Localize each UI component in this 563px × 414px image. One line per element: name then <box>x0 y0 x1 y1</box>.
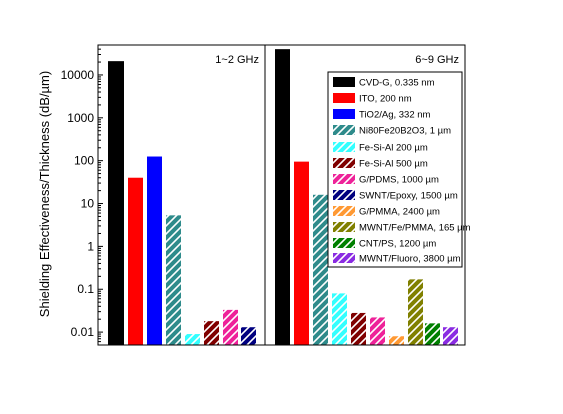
y-axis-ticks: 0.01 0.1 1 10 100 1000 10000 <box>61 44 103 346</box>
bar-low-tio2-ag-332-nm <box>147 156 162 345</box>
panel-labels: 1~2 GHz 6~9 GHz <box>215 54 459 66</box>
plot-frame <box>97 44 466 346</box>
legend-label: G/PDMS, 1000 µm <box>359 175 439 186</box>
panel-label-2: 6~9 GHz <box>415 54 459 66</box>
legend-label: G/PMMA, 2400 µm <box>359 207 440 218</box>
y-tick-label: 1000 <box>67 111 94 125</box>
legend-swatch <box>333 190 355 200</box>
legend-label: Fe-Si-Al 200 µm <box>359 143 428 154</box>
panel-label-1: 1~2 GHz <box>215 54 259 66</box>
legend-label: CVD-G, 0.335 nm <box>359 78 435 89</box>
legend-box <box>327 71 463 268</box>
legend-swatch <box>333 222 355 232</box>
bar-low-ito-200-nm <box>128 177 143 345</box>
legend-swatch <box>333 125 355 135</box>
bar-high-mwnt-fluoro-3800-m <box>443 327 458 345</box>
bar-high-fe-si-al-200-m <box>332 293 347 345</box>
bar-high-cnt-ps-1200-m <box>425 323 440 345</box>
bar-high-mwnt-fe-pmma-165-m <box>408 279 423 345</box>
legend-swatch <box>333 142 355 152</box>
legend-swatch <box>333 206 355 216</box>
y-axis-title: Shielding Effectiveness/Thickness (dB/µm… <box>37 71 52 317</box>
bar-high-ni80fe20b2o3-1-m <box>313 194 328 345</box>
legend-label: Fe-Si-Al 500 µm <box>359 159 428 170</box>
legend-swatch <box>333 77 355 87</box>
bar-high-g-pmma-2400-m <box>389 336 404 345</box>
bar-low-fe-si-al-500-m <box>204 321 219 345</box>
legend-label: MWNT/Fe/PMMA, 165 µm <box>359 223 471 234</box>
bar-high-cvd-g-0-335-nm <box>275 49 290 345</box>
bar-low-swnt-epoxy-1500-m <box>241 327 256 345</box>
legend-swatch <box>333 109 355 119</box>
legend-label: Ni80Fe20B2O3, 1 µm <box>359 126 451 137</box>
y-tick-label: 0.01 <box>71 325 95 339</box>
bars-layer <box>108 49 458 346</box>
legend-label: CNT/PS, 1200 µm <box>359 239 436 250</box>
bar-low-g-pdms-1000-m <box>223 309 238 345</box>
legend-swatch <box>333 158 355 168</box>
legend-label: MWNT/Fluoro, 3800 µm <box>359 254 461 265</box>
y-tick-label: 1 <box>87 239 94 253</box>
bar-high-g-pdms-1000-m <box>370 317 385 345</box>
legend-label: SWNT/Epoxy, 1500 µm <box>359 191 458 202</box>
bar-low-cvd-g-0-335-nm <box>108 61 124 346</box>
legend: CVD-G, 0.335 nm ITO, 200 nm TiO2/Ag, 332 n… <box>327 71 471 268</box>
plot-border <box>97 44 466 346</box>
y-tick-label: 10000 <box>61 68 95 82</box>
y-tick-label: 0.1 <box>77 282 94 296</box>
y-tick-label: 10 <box>81 197 95 211</box>
legend-label: ITO, 200 nm <box>359 94 412 105</box>
bar-high-ito-200-nm <box>294 161 309 345</box>
legend-swatch <box>333 253 355 263</box>
legend-swatch <box>333 238 355 248</box>
legend-swatch <box>333 174 355 184</box>
legend-label: TiO2/Ag, 332 nm <box>359 110 431 121</box>
y-tick-label: 100 <box>74 154 94 168</box>
legend-swatch <box>333 93 355 103</box>
bar-low-ni80fe20b2o3-1-m <box>166 215 181 345</box>
bar-low-fe-si-al-200-m <box>185 334 200 345</box>
bar-high-fe-si-al-500-m <box>351 312 366 345</box>
